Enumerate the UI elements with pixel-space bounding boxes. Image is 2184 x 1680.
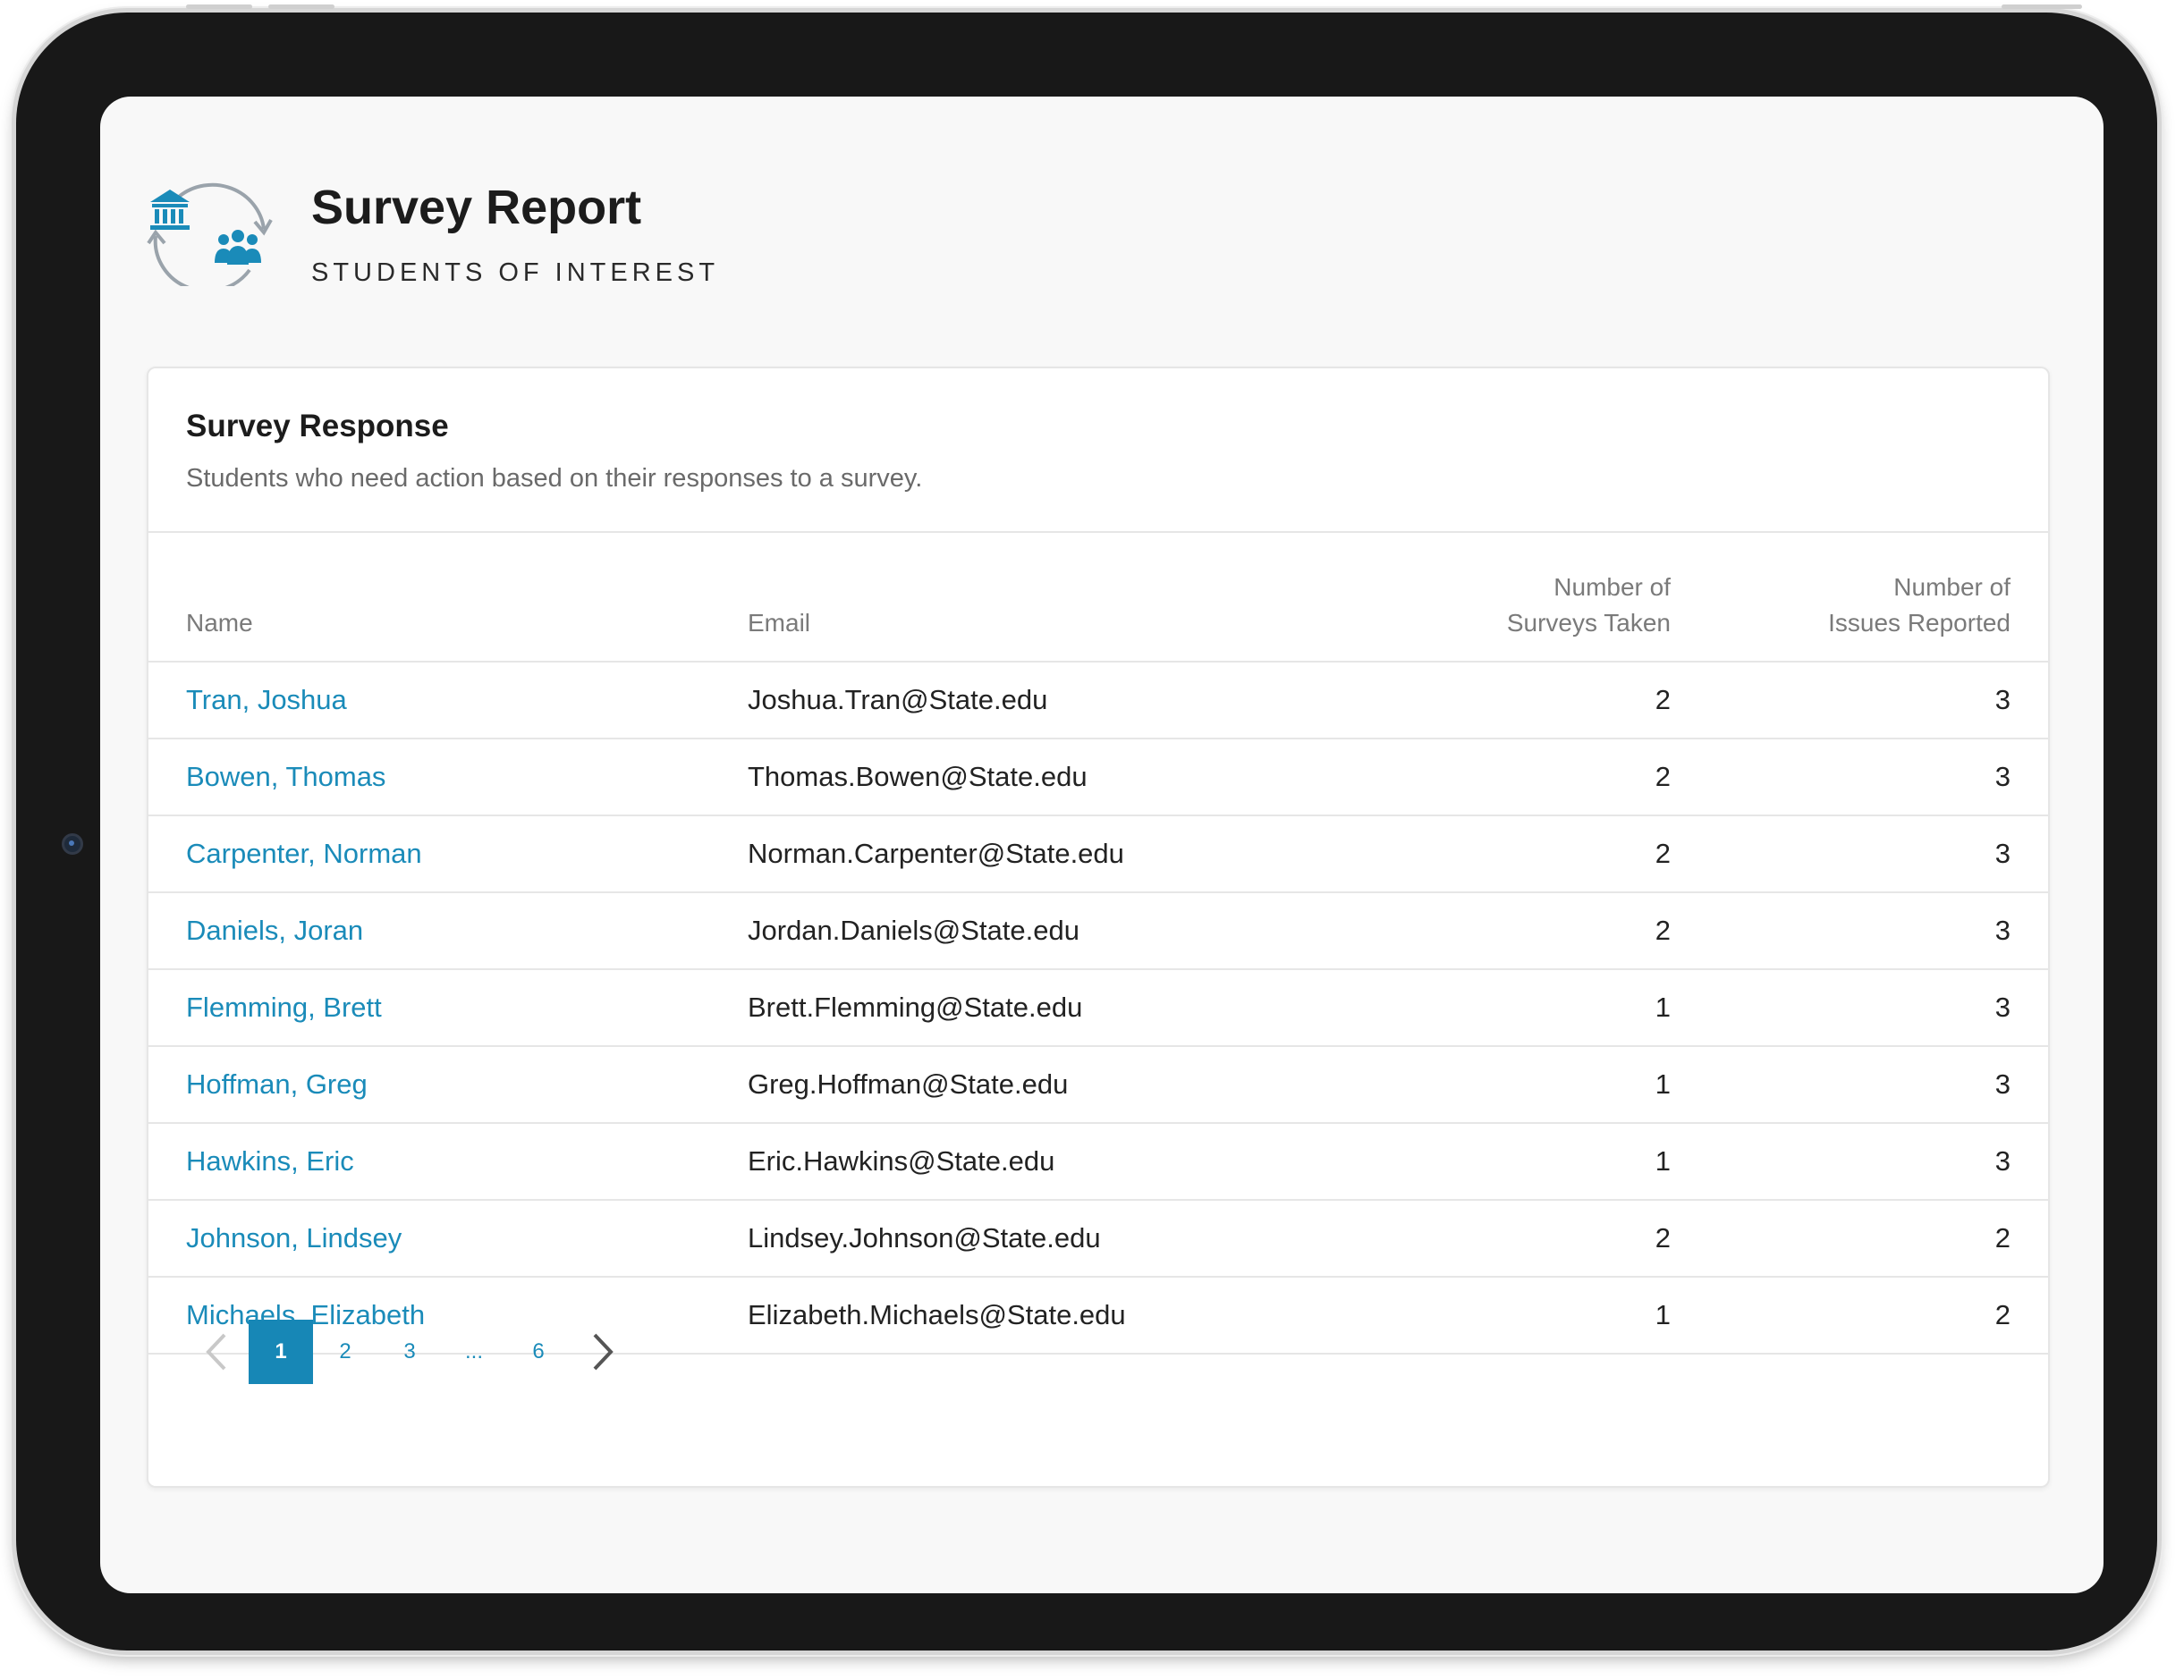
survey-response-card: Survey Response Students who need action…	[147, 367, 2050, 1488]
table-row: Carpenter, Norman Norman.Carpenter@State…	[148, 815, 2048, 892]
surveys-taken-count: 2	[1655, 1222, 1671, 1254]
chevron-right-icon	[593, 1333, 614, 1371]
student-email: Thomas.Bowen@State.edu	[748, 761, 1088, 792]
institution-students-cycle-icon	[147, 182, 273, 286]
power-button	[2002, 4, 2082, 9]
surveys-taken-count: 2	[1655, 761, 1671, 792]
table-row: Flemming, Brett Brett.Flemming@State.edu…	[148, 969, 2048, 1046]
column-header-surveys-line2: Surveys Taken	[1506, 609, 1671, 637]
student-name-link[interactable]: Daniels, Joran	[186, 915, 364, 946]
page-ellipsis: ...	[464, 1339, 483, 1363]
page-title: Survey Report	[311, 181, 642, 234]
issues-reported-count: 2	[1994, 1299, 2010, 1330]
student-name-link[interactable]: Hawkins, Eric	[186, 1145, 354, 1177]
screen: Survey Report STUDENTS OF INTEREST Surve…	[100, 97, 2104, 1593]
student-email: Lindsey.Johnson@State.edu	[748, 1222, 1101, 1254]
front-camera	[62, 833, 83, 855]
surveys-taken-count: 1	[1655, 1145, 1671, 1177]
issues-reported-count: 3	[1994, 838, 2010, 869]
student-name-link[interactable]: Carpenter, Norman	[186, 838, 422, 869]
issues-reported-count: 3	[1994, 992, 2010, 1023]
student-name-link[interactable]: Hoffman, Greg	[186, 1068, 368, 1100]
student-email: Eric.Hawkins@State.edu	[748, 1145, 1055, 1177]
pagination: 1 2 3 ... 6	[184, 1320, 635, 1384]
student-name-link[interactable]: Flemming, Brett	[186, 992, 382, 1023]
student-email: Joshua.Tran@State.edu	[748, 684, 1048, 715]
table-row: Hoffman, Greg Greg.Hoffman@State.edu 1 3	[148, 1046, 2048, 1123]
students-table: Name Email Number of Surveys Taken Numbe…	[148, 533, 2048, 1355]
page-button-2[interactable]: 2	[339, 1339, 351, 1363]
student-email: Greg.Hoffman@State.edu	[748, 1068, 1069, 1100]
column-header-email: Email	[748, 533, 1375, 663]
volume-button	[268, 4, 334, 9]
student-email: Norman.Carpenter@State.edu	[748, 838, 1124, 869]
surveys-taken-count: 2	[1655, 915, 1671, 946]
issues-reported-count: 3	[1994, 684, 2010, 715]
issues-reported-count: 3	[1994, 1068, 2010, 1100]
volume-button	[186, 4, 252, 9]
student-name-link[interactable]: Johnson, Lindsey	[186, 1222, 402, 1254]
surveys-taken-count: 2	[1655, 838, 1671, 869]
prev-page-button[interactable]	[184, 1320, 249, 1384]
table-header-row: Name Email Number of Surveys Taken Numbe…	[148, 533, 2048, 663]
table-row: Daniels, Joran Jordan.Daniels@State.edu …	[148, 892, 2048, 969]
card-header: Survey Response Students who need action…	[148, 368, 2048, 533]
surveys-taken-count: 2	[1655, 684, 1671, 715]
page-button-6[interactable]: 6	[532, 1339, 545, 1363]
table-row: Johnson, Lindsey Lindsey.Johnson@State.e…	[148, 1200, 2048, 1277]
page-subtitle: STUDENTS OF INTEREST	[311, 258, 720, 287]
card-title: Survey Response	[186, 409, 449, 443]
student-email: Brett.Flemming@State.edu	[748, 992, 1083, 1023]
card-description: Students who need action based on their …	[186, 464, 923, 493]
column-header-surveys-taken: Number of Surveys Taken	[1375, 533, 1671, 663]
page-button-3[interactable]: 3	[403, 1339, 416, 1363]
chevron-left-icon	[206, 1333, 226, 1371]
page-button-1[interactable]: 1	[249, 1320, 313, 1384]
next-page-button[interactable]	[571, 1320, 635, 1384]
column-header-name: Name	[148, 533, 748, 663]
student-name-link[interactable]: Tran, Joshua	[186, 684, 347, 715]
issues-reported-count: 3	[1994, 1145, 2010, 1177]
table-row: Bowen, Thomas Thomas.Bowen@State.edu 2 3	[148, 739, 2048, 815]
surveys-taken-count: 1	[1655, 1068, 1671, 1100]
issues-reported-count: 3	[1994, 915, 2010, 946]
student-email: Elizabeth.Michaels@State.edu	[748, 1299, 1126, 1330]
surveys-taken-count: 1	[1655, 992, 1671, 1023]
student-email: Jordan.Daniels@State.edu	[748, 915, 1079, 946]
column-header-issues-line1: Number of	[1893, 573, 2010, 601]
student-name-link[interactable]: Bowen, Thomas	[186, 761, 386, 792]
issues-reported-count: 2	[1994, 1222, 2010, 1254]
surveys-taken-count: 1	[1655, 1299, 1671, 1330]
table-row: Tran, Joshua Joshua.Tran@State.edu 2 3	[148, 662, 2048, 739]
table-row: Hawkins, Eric Eric.Hawkins@State.edu 1 3	[148, 1123, 2048, 1200]
issues-reported-count: 3	[1994, 761, 2010, 792]
column-header-issues-reported: Number of Issues Reported	[1671, 533, 2048, 663]
column-header-issues-line2: Issues Reported	[1828, 609, 2010, 637]
tablet-frame: Survey Report STUDENTS OF INTEREST Surve…	[16, 4, 2157, 1650]
column-header-surveys-line1: Number of	[1553, 573, 1671, 601]
